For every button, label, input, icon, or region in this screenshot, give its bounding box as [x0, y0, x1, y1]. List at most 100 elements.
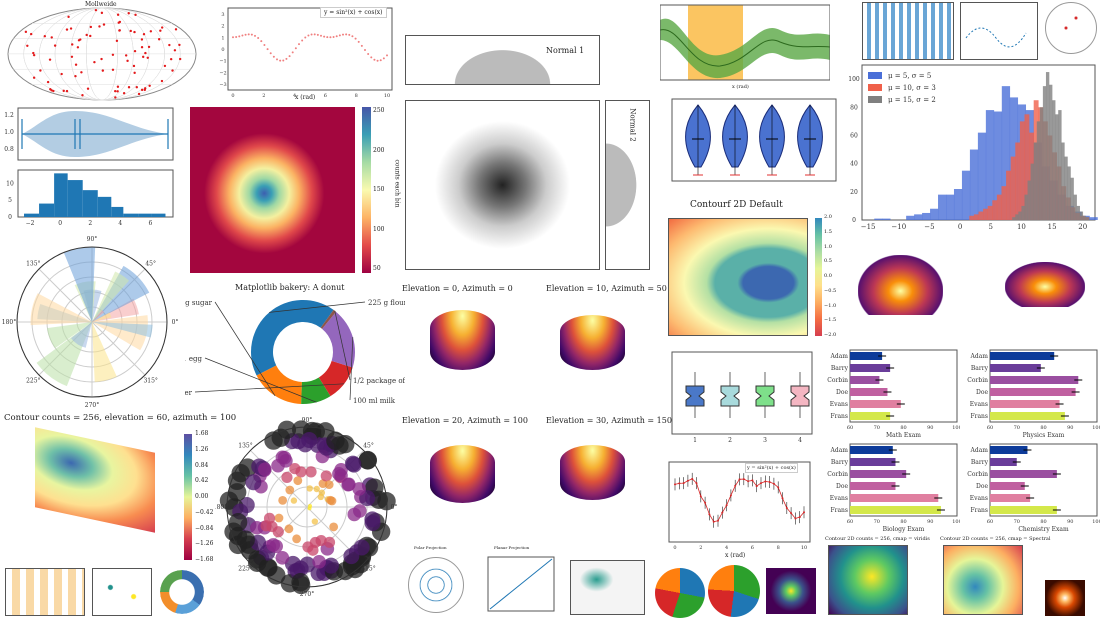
category-label: Doe — [976, 483, 988, 490]
data-point — [244, 33, 247, 36]
category-label: Corbin — [967, 471, 988, 478]
histogram-bar — [1019, 121, 1025, 220]
data-point — [376, 59, 379, 62]
scatter-point — [327, 496, 337, 506]
tick-label: 100 — [952, 519, 960, 525]
map-point — [101, 69, 105, 72]
category-label: Adam — [970, 447, 989, 454]
map-point — [135, 86, 138, 89]
histogram-bar — [1055, 114, 1059, 220]
category-label: Doe — [836, 389, 848, 396]
map-point — [140, 46, 144, 49]
hexbin-heatmap — [190, 107, 355, 273]
category-label: Adam — [830, 447, 849, 454]
contour3d-colorbar — [184, 434, 192, 560]
scatter-point — [245, 474, 262, 491]
map-point — [71, 43, 74, 46]
data-point — [348, 33, 351, 36]
donut-label: 100 ml milk — [353, 397, 396, 405]
polar-angle-label: 225° — [26, 378, 40, 385]
map-point — [122, 92, 126, 95]
histogram-bar — [973, 214, 979, 220]
map-point — [111, 68, 115, 71]
tick-label: 6 — [149, 220, 153, 227]
scatter-point — [271, 458, 285, 473]
bar — [990, 470, 1057, 478]
overlapping-histograms: μ = 5, σ = 5 μ = 10, σ = 3 μ = 15, σ = 2 −1… — [840, 60, 1100, 240]
data-point — [332, 35, 335, 38]
sphere1-title: Elevation = 0, Azimuth = 0 — [402, 284, 513, 293]
map-point — [168, 43, 171, 47]
histogram-bar — [54, 173, 68, 217]
tick-label: 1 — [221, 35, 224, 41]
histogram-bar — [1058, 110, 1062, 220]
axes-frame — [989, 349, 1098, 423]
scatter-point — [364, 511, 381, 528]
axes-frame — [668, 461, 811, 543]
scatter-point — [306, 485, 313, 492]
category-label: Frans — [970, 413, 988, 420]
thumb-sun-image — [1045, 580, 1085, 616]
histogram-bar — [1027, 180, 1031, 220]
map-point — [85, 33, 88, 37]
tick-label: 70 — [874, 519, 880, 525]
data-point — [279, 59, 282, 62]
mollweide-map: Mollweide — [5, 1, 200, 102]
sin-scatter-plot: 0 2 4 6 8 10 3 2 1 0 −1 −2 −3 y = sin²(x) + cos(x) x… — [200, 0, 400, 105]
bar — [990, 400, 1060, 408]
tick-label: 4 — [725, 545, 728, 551]
tick-label: 2 — [262, 93, 265, 99]
map-point — [77, 39, 81, 42]
map-point — [49, 88, 52, 91]
data-point — [269, 52, 272, 55]
bar — [850, 470, 907, 478]
thumb-polar-spiral: Polar Projection — [402, 545, 472, 617]
data-point — [263, 43, 266, 46]
map-point — [114, 89, 117, 93]
histogram-bar — [1030, 163, 1034, 220]
notched-box — [755, 385, 775, 407]
colorbar-tick: 0.5 — [824, 258, 832, 265]
map-point — [100, 57, 103, 61]
tick-label: −15 — [861, 223, 876, 231]
tick-label: 10 — [6, 180, 14, 187]
tick-label: −3 — [219, 82, 226, 88]
map-point — [144, 87, 147, 90]
colorbar-tick: −2.0 — [824, 332, 837, 338]
viridis-contour — [828, 545, 908, 615]
data-point — [345, 33, 348, 36]
category-label: Frans — [830, 413, 848, 420]
donut-label: 90 g sugar — [185, 299, 213, 307]
notched-boxplot: 1 2 3 4 — [660, 350, 815, 445]
map-point — [159, 29, 162, 32]
map-point — [127, 12, 130, 15]
scatter-point — [323, 557, 340, 574]
axis-label: Chemistry Exam — [1018, 526, 1069, 533]
histogram-bar — [1015, 142, 1021, 220]
tick-label: 0 — [852, 217, 856, 224]
bar — [850, 352, 883, 360]
histogram-bar — [930, 208, 939, 220]
map-point — [133, 49, 137, 53]
map-point — [124, 54, 128, 57]
histogram-bar — [993, 111, 1003, 220]
data-point — [357, 40, 360, 43]
errorbar-plot: 0 2 4 6 8 10 y = sin²(x) + cos(x) x (rad) — [655, 458, 815, 563]
tick-label: 4 — [798, 437, 802, 444]
colorbar-tick: 1.68 — [195, 430, 209, 437]
tick-label: 2 — [728, 437, 732, 444]
histogram-bar — [138, 213, 152, 217]
scatter-point — [313, 485, 320, 493]
notched-box — [685, 385, 705, 407]
map-point — [32, 76, 36, 79]
category-label: Evans — [970, 495, 988, 502]
polar-scatter-plot: 90° 45° 0° 315° 270° 225° 180° 135° — [213, 415, 400, 600]
map-point — [133, 30, 136, 34]
data-point — [342, 33, 344, 36]
legend-label: μ = 10, σ = 3 — [888, 84, 936, 92]
data-point — [291, 51, 294, 54]
tick-label: 15 — [1048, 223, 1057, 231]
polar-angle-label: 180° — [215, 504, 227, 511]
tick-label: 10 — [1017, 223, 1026, 231]
donut-wedge — [322, 311, 355, 368]
